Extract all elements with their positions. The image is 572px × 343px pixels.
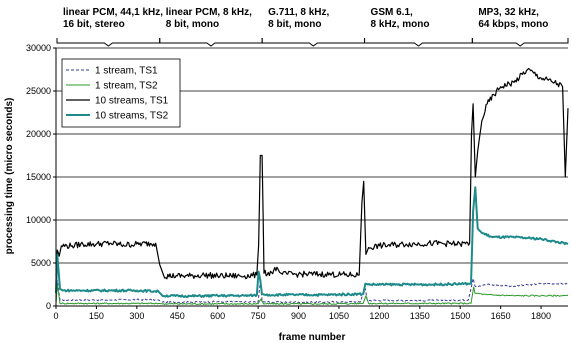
x-tick-label: 1050: [329, 311, 349, 321]
x-tick-label: 1800: [531, 311, 551, 321]
y-tick-label: 15000: [26, 172, 51, 182]
x-tick-label: 600: [210, 311, 225, 321]
series-line: [55, 284, 569, 305]
x-tick-label: 450: [170, 311, 185, 321]
y-tick-label: 10000: [26, 215, 51, 225]
series-line: [55, 67, 569, 280]
y-tick-label: 20000: [26, 129, 51, 139]
segment-label: linear PCM, 8 kHz,: [166, 7, 252, 18]
series-line: [55, 278, 569, 304]
y-tick-label: 0: [46, 301, 51, 311]
legend-label: 10 streams, TS2: [95, 111, 169, 122]
x-tick-label: 1500: [450, 311, 470, 321]
segment-label: 8 bit, mono: [166, 19, 219, 30]
segment-label: G.711, 8 kHz,: [268, 7, 329, 18]
y-tick-label: 25000: [26, 86, 51, 96]
segment-label: 8 kHz, mono: [371, 19, 430, 30]
x-tick-label: 1650: [491, 311, 511, 321]
segment-label: GSM 6.1,: [371, 7, 413, 18]
gridlines: [56, 47, 568, 264]
y-tick-label: 30000: [26, 43, 51, 53]
legend-label: 1 stream, TS1: [95, 66, 158, 77]
x-axis-label: frame number: [279, 332, 346, 343]
legend: 1 stream, TS1 1 stream, TS2 10 streams, TS…: [61, 58, 181, 128]
y-tick-label: 5000: [31, 258, 51, 268]
x-tick-label: 300: [129, 311, 144, 321]
segment-label: 16 bit, stereo: [63, 19, 125, 30]
x-tick-label: 1350: [410, 311, 430, 321]
segment-headers: linear PCM, 44,1 kHz,16 bit, stereo linea…: [56, 7, 569, 47]
segment-label: 64 kbps, mono: [478, 19, 548, 30]
legend-label: 10 streams, TS1: [95, 96, 169, 107]
legend-label: 1 stream, TS2: [95, 81, 158, 92]
x-tick-label: 150: [89, 311, 104, 321]
axes: 0 5000 10000 15000 20000 25000 30000 0 150 300 450…: [26, 43, 568, 321]
y-axis-label: processing time (micro seconds): [4, 98, 15, 255]
x-tick-label: 1200: [369, 311, 389, 321]
segment-bracket: [471, 38, 569, 47]
segment-label: MP3, 32 kHz,: [478, 7, 539, 18]
x-tick-label: 900: [291, 311, 306, 321]
x-tick-label: 0: [53, 311, 58, 321]
x-tick-label: 750: [251, 311, 266, 321]
series-group: [55, 67, 569, 305]
segment-label: 8 bit, mono: [268, 19, 321, 30]
segment-label: linear PCM, 44,1 kHz,: [63, 7, 163, 18]
series-line: [55, 186, 569, 299]
